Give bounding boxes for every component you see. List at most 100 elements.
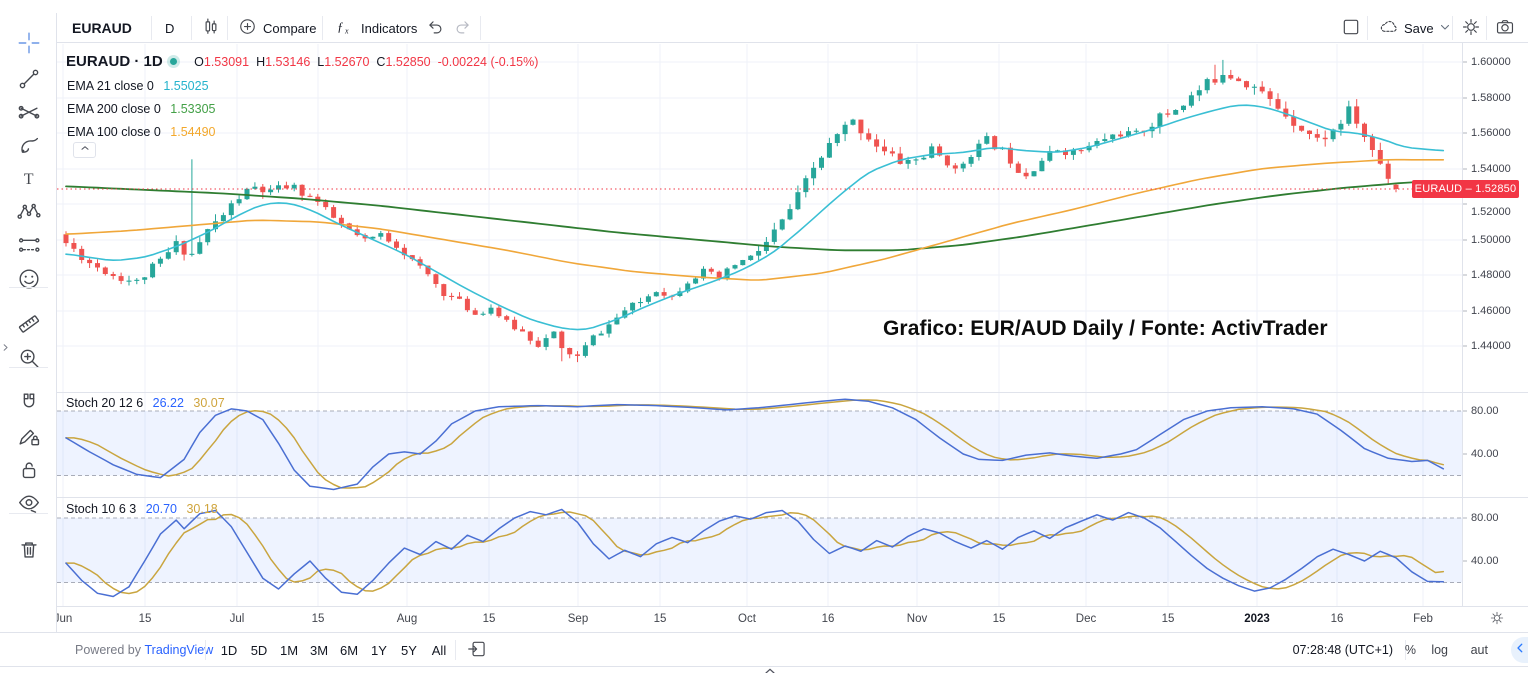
tool-text-icon[interactable]: T	[15, 165, 43, 193]
main-legend-row[interactable]: EURAUD · 1D O1.53091 H1.53146 L1.52670 C1.5…	[66, 53, 538, 71]
legend-title: EURAUD · 1D	[66, 53, 163, 70]
range-button-5D[interactable]: 5D	[250, 642, 268, 658]
divider	[1367, 16, 1368, 40]
time-tick-label: 15	[482, 613, 496, 625]
range-button-1M[interactable]: 1M	[279, 642, 299, 658]
show-object-tree-arrow[interactable]	[0, 340, 11, 360]
interval-button[interactable]: D	[165, 20, 175, 36]
save-label: Save	[1404, 20, 1434, 36]
time-tick-label: Jun	[57, 613, 73, 625]
save-button[interactable]: Save	[1377, 13, 1452, 43]
range-button-1D[interactable]: 1D	[220, 642, 238, 658]
undo-button[interactable]	[424, 13, 446, 43]
range-button-5Y[interactable]: 5Y	[401, 642, 417, 658]
stoch-tick-label: 40.00	[1471, 448, 1499, 460]
powered-by: Powered by TradingView	[75, 643, 214, 657]
divider	[1452, 16, 1453, 40]
candles-icon	[200, 16, 222, 41]
indicator-legend-ema200[interactable]: EMA 200 close 0 1.53305	[67, 102, 215, 116]
time-tick-label: 15	[992, 613, 1006, 625]
goto-date-icon	[466, 638, 488, 663]
layout-icon	[1340, 16, 1362, 41]
drawing-toolbar: T	[0, 13, 57, 632]
tool-crosshair-icon[interactable]	[15, 29, 43, 57]
tool-emoji-icon[interactable]	[15, 265, 43, 293]
tool-lock-icon[interactable]	[15, 456, 43, 484]
price-tick-label: 1.58000	[1471, 92, 1511, 104]
tool-forecast-icon[interactable]	[15, 231, 43, 259]
time-scale[interactable]: Jun 15 Jul 15 Aug 15 Sep 15 Oct 16 Nov 15 Dec 15 2023 1…	[57, 606, 1528, 632]
stoch-tick-label: 80.00	[1471, 405, 1499, 417]
divider	[191, 16, 192, 40]
time-tick-label: Dec	[1075, 613, 1097, 625]
indicator-legend-ema21[interactable]: EMA 21 close 0 1.55025	[67, 79, 209, 93]
price-tick-label: 1.60000	[1471, 56, 1511, 68]
range-button-1Y[interactable]: 1Y	[371, 642, 387, 658]
screenshot-button[interactable]	[1494, 13, 1516, 43]
tool-brush-icon[interactable]	[15, 132, 43, 160]
range-button-3M[interactable]: 3M	[309, 642, 329, 658]
time-tick-label: 2023	[1244, 613, 1270, 625]
tool-magnet-icon[interactable]	[15, 389, 43, 417]
collapse-timescale-button[interactable]	[762, 663, 778, 673]
symbol-button[interactable]: EURAUD	[72, 20, 132, 36]
tool-trash-icon[interactable]	[15, 536, 43, 564]
indicator-value: 1.54490	[170, 125, 216, 139]
compare-label: Compare	[263, 20, 317, 36]
tool-zoom-in-icon[interactable]	[15, 344, 43, 372]
svg-text:ƒ: ƒ	[337, 19, 343, 33]
toolbar-divider	[9, 287, 48, 288]
stoch2-legend[interactable]: Stoch 10 6 3 20.70 30.18	[66, 502, 218, 516]
compare-button[interactable]: Compare	[237, 13, 316, 43]
indicator-label: EMA 200 close 0	[67, 102, 161, 116]
chart-style-button[interactable]	[200, 13, 222, 43]
divider	[322, 16, 323, 40]
tool-fib-retracement-icon[interactable]	[15, 98, 43, 126]
time-tick-label: Feb	[1413, 613, 1433, 625]
show-panel-button[interactable]	[1511, 637, 1528, 663]
scale-button-aut[interactable]: aut	[1470, 643, 1488, 657]
chevron-right-icon	[0, 342, 11, 359]
price-scale[interactable]: 1.60000 1.58000 1.56000 1.54000 1.52000 1.500…	[1462, 43, 1528, 606]
pane-separator[interactable]	[57, 497, 1528, 498]
stoch-tick-label: 80.00	[1471, 512, 1499, 524]
scale-button-log[interactable]: log	[1431, 643, 1448, 657]
camera-icon	[1494, 16, 1516, 41]
axis-settings-button[interactable]	[1489, 610, 1505, 631]
tool-draw-lock-icon[interactable]	[15, 422, 43, 450]
indicator-legend-ema100[interactable]: EMA 100 close 0 1.54490	[67, 125, 215, 139]
range-button-6M[interactable]: 6M	[339, 642, 359, 658]
indicator-value: 1.55025	[163, 79, 209, 93]
tool-xabcd-pattern-icon[interactable]	[15, 198, 43, 226]
stoch-d-value: 30.07	[193, 396, 225, 410]
stoch1-legend[interactable]: Stoch 20 12 6 26.22 30.07	[66, 396, 225, 410]
chart-annotation: Grafico: EUR/AUD Daily / Fonte: ActivTra…	[883, 317, 1328, 340]
time-tick-label: Jul	[229, 613, 245, 625]
indicator-label: EMA 21 close 0	[67, 79, 154, 93]
time-tick-label: 16	[1330, 613, 1344, 625]
tradingview-link[interactable]: TradingView	[144, 643, 214, 657]
divider	[1486, 16, 1487, 40]
pane-separator[interactable]	[57, 392, 1528, 393]
redo-button[interactable]	[452, 13, 474, 43]
gear-icon	[1460, 16, 1482, 41]
divider	[205, 640, 206, 660]
indicator-label: EMA 100 close 0	[67, 125, 161, 139]
goto-date-button[interactable]	[466, 633, 488, 667]
divider	[227, 16, 228, 40]
tool-ruler-icon[interactable]	[15, 310, 43, 338]
divider	[151, 16, 152, 40]
legend-collapse-button[interactable]	[73, 142, 96, 158]
clock[interactable]: 07:28:48 (UTC+1)	[1292, 643, 1393, 657]
tool-hide-drawings-icon[interactable]	[15, 489, 43, 517]
scale-button-%[interactable]: %	[1404, 643, 1416, 657]
layout-button[interactable]	[1340, 13, 1362, 43]
settings-button[interactable]	[1460, 13, 1482, 43]
tool-trendline-icon[interactable]	[15, 65, 43, 93]
range-button-All[interactable]: All	[431, 642, 447, 658]
price-tick-label: 1.44000	[1471, 340, 1511, 352]
